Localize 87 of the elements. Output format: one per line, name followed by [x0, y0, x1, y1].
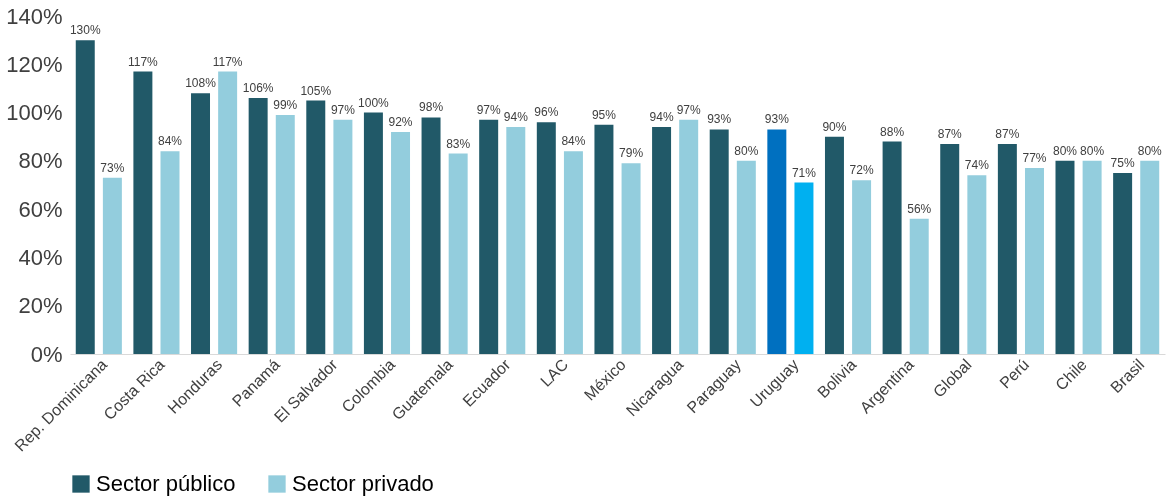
data-label: 94%	[649, 110, 674, 125]
data-label: 80%	[1137, 143, 1163, 158]
bar	[102, 177, 122, 354]
bar	[536, 122, 556, 354]
data-label: 80%	[1052, 143, 1078, 158]
bar	[306, 100, 326, 354]
legend-label: Sector público	[96, 471, 236, 496]
data-label: 106%	[242, 81, 274, 96]
data-label: 105%	[300, 83, 332, 98]
data-label: 97%	[330, 102, 356, 117]
data-label: 77%	[1022, 151, 1047, 166]
data-label: 56%	[907, 201, 932, 216]
y-tick-label: 80%	[18, 148, 63, 174]
data-label: 75%	[1110, 155, 1135, 170]
data-label: 79%	[619, 146, 644, 161]
bar	[679, 119, 699, 354]
bar	[1024, 168, 1044, 354]
data-label: 80%	[1080, 143, 1105, 158]
bar	[652, 127, 672, 354]
bar	[736, 160, 756, 354]
bar	[506, 127, 526, 354]
data-label: 97%	[676, 102, 702, 117]
y-tick-label: 140%	[6, 3, 63, 29]
data-label: 94%	[503, 110, 529, 125]
bar	[852, 180, 872, 354]
bar	[767, 129, 787, 354]
data-label: 74%	[964, 158, 990, 173]
data-label: 93%	[707, 112, 732, 127]
x-tick-label: LAC	[537, 355, 572, 390]
data-label: 96%	[534, 105, 559, 120]
data-label: 71%	[791, 165, 817, 180]
bar	[133, 71, 153, 354]
data-label: 84%	[561, 134, 586, 149]
bar	[391, 131, 411, 354]
bar	[363, 112, 383, 354]
data-label: 117%	[127, 54, 159, 69]
data-label: 93%	[764, 112, 790, 127]
data-label: 98%	[419, 100, 444, 115]
data-label: 88%	[880, 124, 905, 139]
data-label: 84%	[157, 134, 183, 149]
bar	[479, 119, 499, 354]
bar	[75, 40, 95, 354]
y-tick-label: 100%	[6, 100, 63, 126]
data-label: 80%	[734, 143, 759, 158]
bar	[997, 143, 1017, 354]
bar	[709, 129, 729, 354]
data-label: 90%	[822, 119, 847, 134]
bar	[794, 182, 814, 354]
y-tick-label: 20%	[18, 293, 63, 319]
bar	[160, 151, 180, 354]
bar	[1082, 160, 1102, 354]
data-label: 100%	[358, 95, 390, 110]
data-label: 92%	[388, 114, 413, 129]
data-label: 130%	[69, 23, 101, 38]
bar	[1140, 160, 1160, 354]
data-label: 87%	[937, 126, 963, 141]
bar	[940, 143, 960, 354]
data-label: 108%	[185, 76, 217, 91]
bar	[421, 117, 441, 354]
bar	[824, 136, 844, 354]
bar	[248, 98, 268, 354]
bar	[621, 163, 641, 354]
bar	[563, 151, 583, 354]
data-label: 117%	[212, 54, 243, 69]
data-label: 83%	[446, 136, 471, 151]
data-label: 72%	[849, 163, 874, 178]
y-tick-label: 0%	[30, 341, 63, 367]
y-tick-label: 40%	[18, 244, 63, 270]
legend-label: Sector privado	[292, 471, 434, 496]
data-label: 99%	[273, 97, 298, 112]
bar	[967, 175, 987, 354]
bar	[218, 71, 238, 354]
y-tick-label: 60%	[18, 196, 63, 222]
bar	[191, 93, 211, 354]
bar	[882, 141, 902, 354]
bar	[1113, 172, 1133, 354]
y-tick-label: 120%	[6, 51, 63, 77]
data-label: 97%	[476, 102, 502, 117]
bar	[909, 218, 929, 354]
bar	[333, 119, 353, 354]
bar	[594, 124, 614, 354]
bar	[1055, 160, 1075, 354]
bar	[275, 114, 295, 354]
data-label: 87%	[995, 126, 1020, 141]
data-label: 95%	[591, 107, 617, 122]
data-label: 73%	[100, 160, 125, 175]
bar	[448, 153, 468, 354]
